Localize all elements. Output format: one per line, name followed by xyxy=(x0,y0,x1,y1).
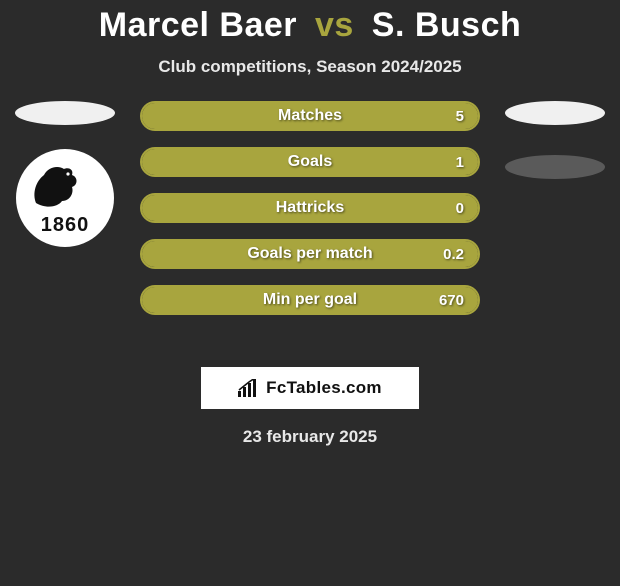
stat-bar-row: Goals per match0.2 xyxy=(140,239,480,269)
lion-icon xyxy=(28,159,82,209)
brand-box: FcTables.com xyxy=(201,367,419,409)
player2-column xyxy=(498,95,612,179)
stat-bar-label: Matches xyxy=(142,107,478,125)
brand-text: FcTables.com xyxy=(266,378,382,398)
stat-bar-value: 0 xyxy=(456,200,464,217)
stat-bar-label: Hattricks xyxy=(142,199,478,217)
stat-bar-value: 0.2 xyxy=(443,246,464,263)
player2-flag-icon xyxy=(505,101,605,125)
comparison-title: Marcel Baer vs S. Busch xyxy=(0,6,620,45)
stat-bar-row: Matches5 xyxy=(140,101,480,131)
main-panel: 1860 Matches5 Goals1 Hattricks0 Goals per m… xyxy=(0,101,620,361)
player2-club-placeholder-icon xyxy=(505,155,605,179)
stat-bar-label: Min per goal xyxy=(142,291,478,309)
stat-bar-row: Min per goal670 xyxy=(140,285,480,315)
stat-bar-label: Goals per match xyxy=(142,245,478,263)
player1-name: Marcel Baer xyxy=(99,6,297,44)
player1-flag-icon xyxy=(15,101,115,125)
stat-bar-label: Goals xyxy=(142,153,478,171)
stat-bar-value: 1 xyxy=(456,154,464,171)
bar-chart-icon xyxy=(238,379,260,397)
stat-bar-value: 670 xyxy=(439,292,464,309)
stat-bar-value: 5 xyxy=(456,108,464,125)
stat-bar-row: Goals1 xyxy=(140,147,480,177)
player1-club-badge-icon: 1860 xyxy=(16,149,114,247)
club-badge-year: 1860 xyxy=(16,214,114,237)
vs-separator: vs xyxy=(315,6,354,44)
subtitle: Club competitions, Season 2024/2025 xyxy=(0,57,620,77)
stat-bar-row: Hattricks0 xyxy=(140,193,480,223)
player1-column: 1860 xyxy=(6,95,124,247)
date: 23 february 2025 xyxy=(0,427,620,447)
player2-name: S. Busch xyxy=(372,6,521,44)
stat-bars: Matches5Goals1Hattricks0Goals per match0… xyxy=(140,101,480,331)
